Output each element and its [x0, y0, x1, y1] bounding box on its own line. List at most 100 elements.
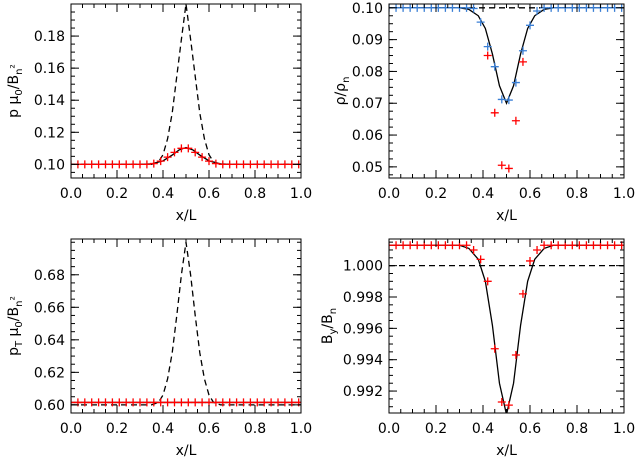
data-point: [554, 4, 563, 12]
data-point: [518, 46, 527, 55]
y-axis-label: ρ/ρn: [333, 77, 352, 106]
y-tick-label: 0.66: [34, 300, 65, 316]
y-axis-label: By/Bn: [320, 308, 339, 344]
y-tick-label: 0.16: [34, 61, 65, 77]
data-point: [462, 4, 471, 12]
data-point: [280, 398, 289, 407]
x-tick-label: 0.0: [60, 186, 82, 202]
x-tick-label: 1.0: [613, 421, 635, 437]
data-point: [533, 245, 542, 254]
y-axis-label-part: p: [6, 347, 22, 356]
y-axis-label-part: /B: [6, 307, 22, 321]
data-point: [149, 398, 158, 407]
x-tick-label: 0.6: [198, 186, 220, 202]
y-tick-label: 0.68: [34, 268, 65, 284]
series-solid-By: [389, 244, 624, 413]
axes-frame: [70, 238, 302, 414]
data-point: [490, 344, 499, 353]
data-point: [389, 241, 393, 250]
data-point: [399, 241, 408, 250]
data-point: [462, 241, 471, 250]
data-point: [547, 241, 556, 250]
y-tick-label: 0.60: [34, 398, 65, 414]
data-point: [122, 398, 131, 407]
data-point: [108, 160, 117, 169]
y-axis-label-part: 0: [14, 321, 25, 327]
data-point: [504, 164, 513, 173]
x-tick-label: 0.4: [152, 421, 174, 437]
x-tick-label: 0.8: [244, 186, 266, 202]
data-point: [554, 241, 563, 250]
data-point: [71, 398, 75, 407]
data-point: [177, 398, 186, 407]
data-point: [177, 144, 186, 153]
panel-p: 0.0 0.2 0.4 0.6 0.8 1.0 0.10 0.12 0.14 0.16 0.18 x/…: [6, 3, 312, 224]
data-point: [406, 241, 415, 250]
data-point: [218, 160, 227, 169]
data-point: [511, 351, 520, 359]
x-axis-label: x/L: [496, 443, 517, 459]
data-point: [191, 398, 200, 407]
y-axis-label-part: ²: [8, 64, 21, 68]
data-point: [274, 160, 282, 169]
data-point: [94, 398, 103, 407]
data-point: [518, 57, 527, 66]
data-point: [483, 42, 492, 51]
data-point: [518, 289, 527, 298]
data-point: [198, 153, 207, 162]
data-point: [526, 256, 534, 265]
data-point: [427, 241, 436, 250]
x-tick-label: 0.2: [425, 186, 447, 202]
data-point: [108, 398, 117, 407]
x-tick-label: 0.0: [378, 421, 400, 437]
data-point: [101, 160, 110, 169]
x-tick-label: 0.6: [519, 421, 541, 437]
data-point: [448, 241, 457, 250]
y-axis-label-part: B: [320, 334, 336, 344]
y-axis-label-part: n: [14, 301, 25, 307]
data-point: [115, 398, 124, 407]
series-markers-rho-3: [483, 51, 527, 173]
data-point: [603, 241, 612, 250]
data-point: [239, 160, 248, 169]
data-point: [504, 96, 513, 105]
y-axis-label-part: 0: [14, 89, 25, 95]
y-axis-label-part: μ: [6, 96, 22, 105]
x-tick-label: 1.0: [613, 186, 635, 202]
data-point: [413, 241, 422, 250]
y-axis-label: p μ0/Bn²: [6, 64, 25, 118]
data-point: [232, 398, 241, 407]
data-point: [490, 108, 499, 117]
series-markers-p-2: [71, 144, 301, 169]
data-point: [211, 398, 220, 407]
x-tick-label: 0.0: [378, 186, 400, 202]
data-point: [540, 241, 549, 250]
y-tick-label: 0.18: [34, 29, 65, 45]
y-tick-label: 0.06: [352, 128, 383, 144]
y-axis-label-part: ρ/ρ: [333, 83, 349, 106]
data-point: [246, 398, 255, 407]
y-tick-label: 0.10: [352, 1, 383, 17]
data-point: [568, 241, 577, 250]
data-point: [170, 148, 179, 157]
data-point: [497, 398, 506, 407]
y-tick-label: 0.62: [34, 365, 65, 381]
x-tick-label: 0.2: [106, 421, 128, 437]
data-point: [191, 148, 200, 157]
data-point: [483, 277, 492, 286]
data-point: [101, 398, 110, 407]
data-point: [246, 160, 255, 169]
data-point: [610, 241, 619, 250]
y-tick-label: 0.08: [352, 64, 383, 80]
data-point: [533, 6, 542, 15]
data-point: [163, 153, 172, 162]
x-tick-label: 0.6: [198, 421, 220, 437]
data-point: [122, 160, 131, 169]
data-point: [267, 160, 276, 169]
y-axis-label: pT μ0/Bn²: [6, 296, 25, 356]
data-point: [80, 160, 89, 169]
data-point: [476, 255, 485, 264]
y-tick-label: 0.994: [343, 353, 383, 369]
data-point: [225, 160, 234, 169]
